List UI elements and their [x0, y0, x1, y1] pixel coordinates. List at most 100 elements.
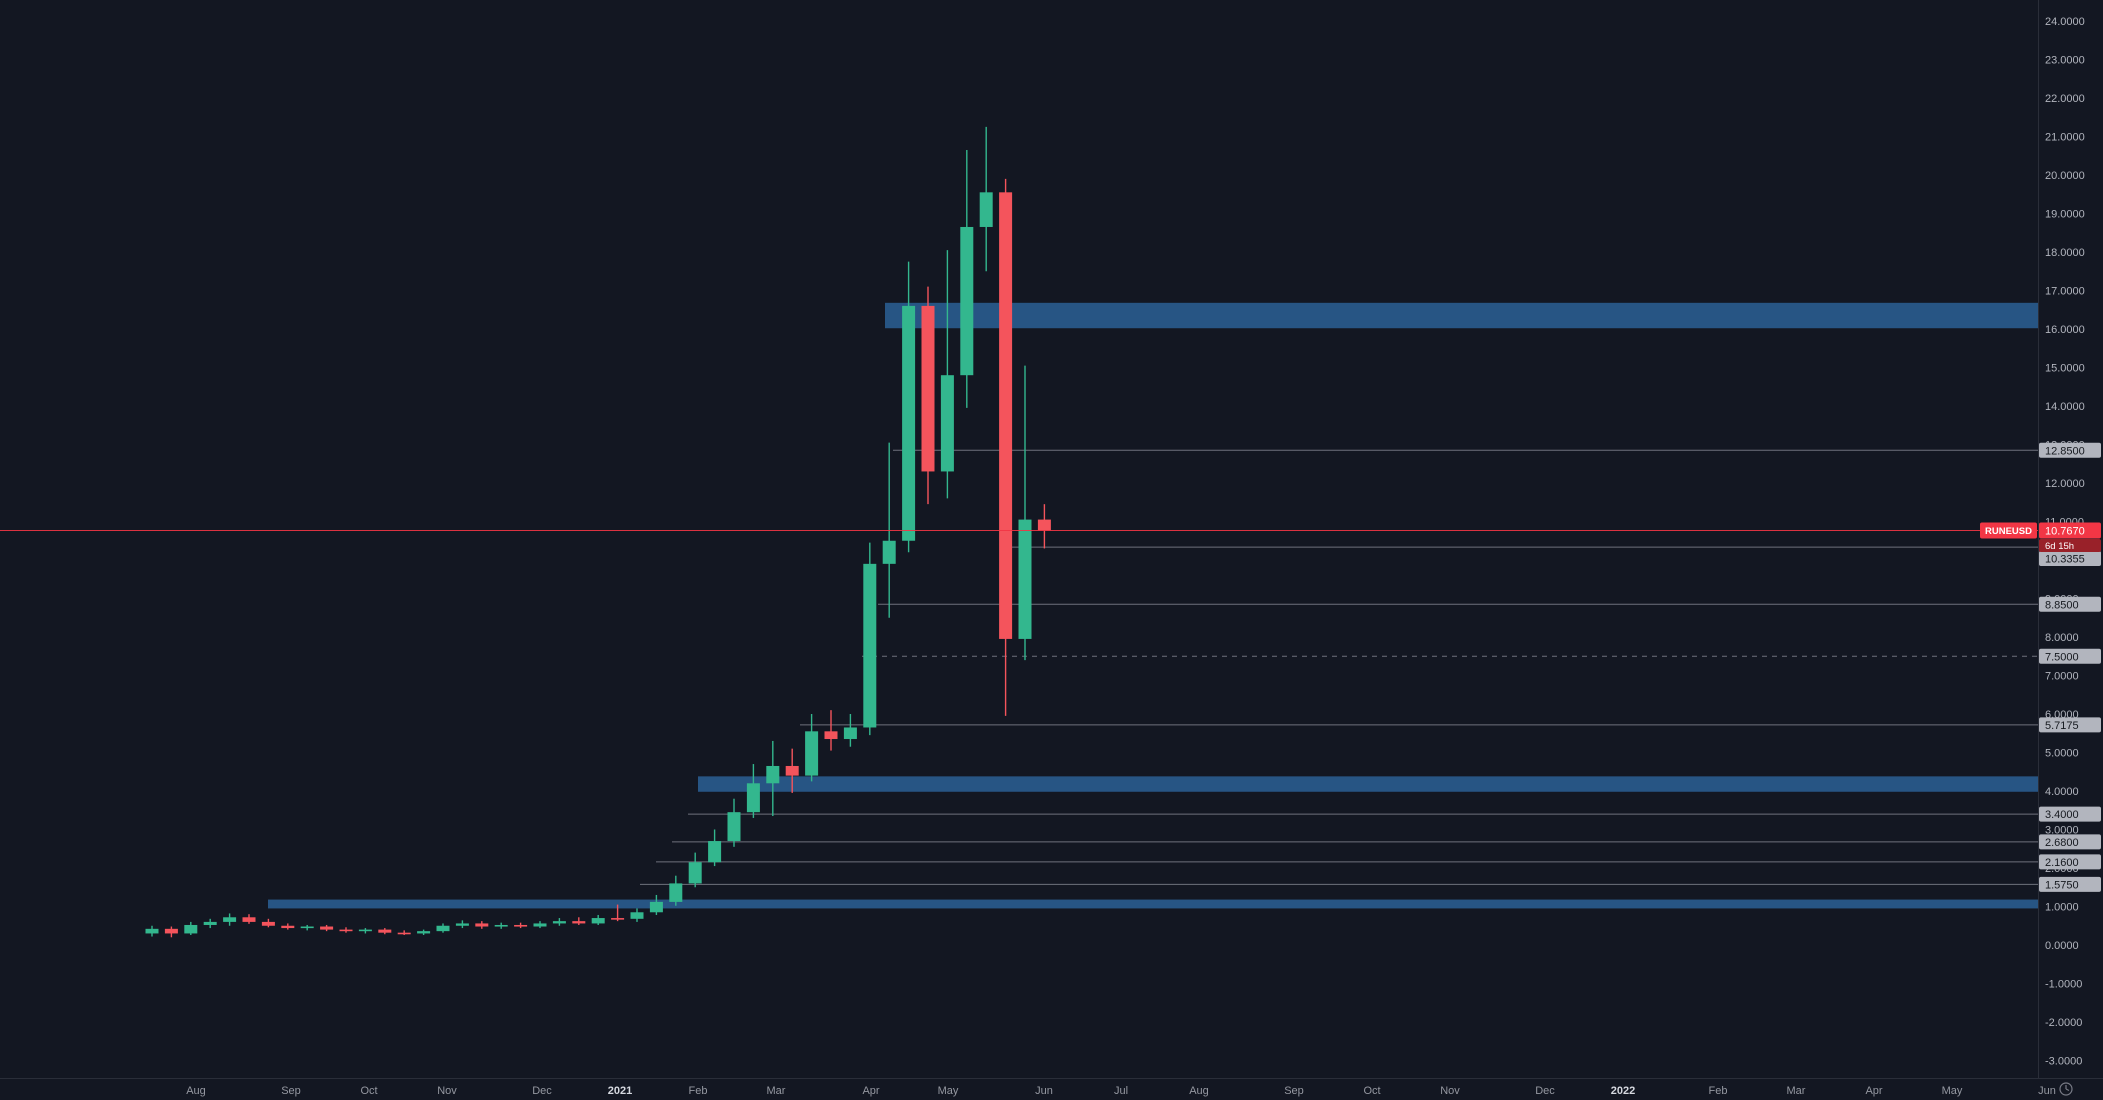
candle-body: [766, 765, 780, 784]
candle-body: [824, 731, 838, 740]
candle-body: [999, 192, 1013, 639]
candle-body: [223, 917, 237, 922]
month-axis-label[interactable]: Sep: [281, 1085, 301, 1097]
price-level-label-text: 3.4000: [2045, 809, 2079, 821]
month-axis-label[interactable]: Apr: [862, 1085, 879, 1097]
price-level-label[interactable]: [2039, 717, 2101, 733]
candle-body: [979, 192, 993, 227]
price-tick-label: 22.0000: [2045, 93, 2085, 105]
price-tick-label: 12.0000: [2045, 478, 2085, 490]
candle-body: [630, 912, 644, 919]
candle-body: [882, 540, 896, 564]
supply-demand-zone[interactable]: [268, 899, 2038, 909]
candle-body: [533, 923, 547, 927]
candle-body: [514, 924, 528, 927]
month-axis-label[interactable]: Feb: [1709, 1085, 1728, 1097]
price-tick-label: 0.0000: [2045, 940, 2079, 952]
price-level-label[interactable]: [2039, 550, 2101, 566]
price-level-label-text: 8.8500: [2045, 599, 2079, 611]
month-axis-label[interactable]: Mar: [767, 1085, 786, 1097]
price-tick-label: 3.0000: [2045, 825, 2079, 837]
price-tick-label: 21.0000: [2045, 132, 2085, 144]
price-level-label[interactable]: [2039, 648, 2101, 664]
candle-body: [320, 926, 334, 930]
month-axis-label[interactable]: Jun: [2038, 1085, 2056, 1097]
month-axis-label[interactable]: Jul: [1114, 1085, 1128, 1097]
candle-body: [552, 921, 566, 924]
price-level-label-text: 1.5750: [2045, 879, 2079, 891]
time-axis[interactable]: [0, 1078, 2103, 1100]
candle-body: [203, 921, 217, 925]
symbol-price-flag-text: RUNEUSD: [1985, 526, 2032, 537]
candle-body: [902, 305, 916, 541]
candle-body: [300, 926, 314, 929]
price-tick-label: 7.0000: [2045, 671, 2079, 683]
candle-body: [475, 923, 489, 927]
month-axis-label[interactable]: Dec: [1535, 1085, 1555, 1097]
price-tick-label: 16.0000: [2045, 324, 2085, 336]
price-level-label[interactable]: [2039, 442, 2101, 458]
month-axis-label[interactable]: Nov: [437, 1085, 457, 1097]
price-axis[interactable]: [2038, 0, 2103, 1078]
price-level-label[interactable]: [2039, 854, 2101, 870]
candle-body: [649, 901, 663, 913]
price-level-label-text: 12.8500: [2045, 445, 2085, 457]
candle-body: [164, 928, 178, 934]
month-axis-label[interactable]: Dec: [532, 1085, 552, 1097]
month-axis-label[interactable]: Oct: [1363, 1085, 1380, 1097]
candle-body: [417, 931, 431, 934]
price-level-label-text: 5.7175: [2045, 720, 2079, 732]
month-axis-label[interactable]: Nov: [1440, 1085, 1460, 1097]
price-level-label[interactable]: [2039, 876, 2101, 892]
price-tick-label: 8.0000: [2045, 632, 2079, 644]
price-tick-label: 18.0000: [2045, 247, 2085, 259]
price-level-label[interactable]: [2039, 806, 2101, 822]
current-price-label-text: 10.7670: [2045, 525, 2085, 537]
month-axis-label[interactable]: Aug: [1189, 1085, 1209, 1097]
candle-body: [746, 783, 760, 813]
price-level-label-text: 2.6800: [2045, 837, 2079, 849]
price-tick-label: -3.0000: [2045, 1056, 2082, 1068]
price-tick-label: 24.0000: [2045, 16, 2085, 28]
candle-body: [688, 862, 702, 884]
candle-body: [184, 924, 198, 934]
price-level-label[interactable]: [2039, 596, 2101, 612]
month-axis-label[interactable]: May: [938, 1085, 959, 1097]
candle-body: [611, 918, 625, 920]
symbol-price-flag: [1980, 522, 2037, 539]
candle-body: [669, 883, 683, 902]
month-axis-label[interactable]: Apr: [1865, 1085, 1882, 1097]
clock-icon[interactable]: [2059, 1082, 2073, 1096]
month-axis-label[interactable]: Sep: [1284, 1085, 1304, 1097]
candle-body: [455, 923, 469, 926]
price-tick-label: 20.0000: [2045, 170, 2085, 182]
candle-body: [339, 929, 353, 932]
month-axis-label[interactable]: Mar: [1787, 1085, 1806, 1097]
year-axis-label[interactable]: 2021: [608, 1085, 632, 1097]
candle-body: [397, 932, 411, 935]
month-axis-label[interactable]: Aug: [186, 1085, 206, 1097]
price-level-label[interactable]: [2039, 834, 2101, 850]
candle-body: [378, 929, 392, 933]
candle-body: [591, 918, 605, 924]
candle-countdown-text: 6d 15h: [2045, 541, 2074, 552]
price-tick-label: 23.0000: [2045, 55, 2085, 67]
candle-body: [1018, 519, 1032, 639]
price-level-label-text: 10.3355: [2045, 553, 2085, 565]
month-axis-label[interactable]: Feb: [689, 1085, 708, 1097]
year-axis-label[interactable]: 2022: [1611, 1085, 1635, 1097]
candle-body: [436, 925, 450, 932]
price-level-label-text: 7.5000: [2045, 651, 2079, 663]
candle-body: [494, 924, 508, 927]
candle-body: [921, 305, 935, 472]
month-axis-label[interactable]: Jun: [1035, 1085, 1053, 1097]
candle-body: [785, 765, 799, 776]
month-axis-label[interactable]: May: [1942, 1085, 1963, 1097]
candle-body: [242, 917, 256, 922]
month-axis-label[interactable]: Oct: [360, 1085, 377, 1097]
supply-demand-zone[interactable]: [885, 302, 2038, 329]
supply-demand-zone[interactable]: [698, 776, 2038, 792]
